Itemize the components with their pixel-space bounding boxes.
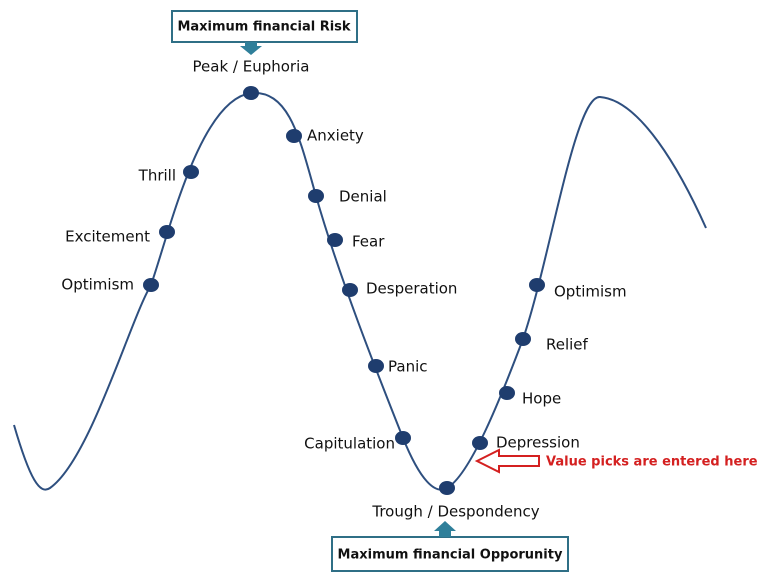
node-label: Depression	[496, 434, 580, 452]
down-arrow	[240, 42, 262, 55]
node-dot	[529, 278, 545, 292]
node-dot	[143, 278, 159, 292]
node-dot	[243, 86, 259, 100]
node-dot	[286, 129, 302, 143]
node-dot	[183, 165, 199, 179]
node-label: Excitement	[65, 228, 150, 246]
node-dot	[327, 233, 343, 247]
node-label: Thrill	[138, 167, 176, 185]
node-label: Desperation	[366, 280, 457, 298]
node-label: Anxiety	[307, 127, 364, 145]
node-label: Denial	[339, 188, 387, 206]
node-label: Fear	[352, 233, 385, 251]
node-dot	[439, 481, 455, 495]
up-arrow	[434, 521, 456, 537]
node-label: Relief	[546, 336, 589, 354]
bottom-box	[331, 536, 569, 572]
node-dot	[159, 225, 175, 239]
node-label: Panic	[388, 358, 428, 376]
node-label: Optimism	[61, 276, 134, 294]
node-label: Optimism	[554, 283, 627, 301]
node-label: Trough / Despondency	[371, 503, 539, 521]
node-dot	[515, 332, 531, 346]
top-box	[171, 10, 358, 43]
red-arrow	[474, 448, 540, 474]
node-dot	[368, 359, 384, 373]
bottom-box-label: Maximum financial Opporunity	[338, 548, 563, 563]
top-box-label: Maximum financial Risk	[177, 20, 350, 35]
node-dot	[395, 431, 411, 445]
node-label: Hope	[522, 390, 561, 408]
node-dot	[499, 386, 515, 400]
node-dot	[472, 436, 488, 450]
node-dot	[308, 189, 324, 203]
nodes: Peak / Euphoria Thrill Excitement Optimism A…	[61, 58, 626, 521]
annotation: Value picks are entered here	[546, 455, 758, 470]
cycle-curve	[13, 91, 707, 491]
node-label: Peak / Euphoria	[193, 58, 310, 76]
node-label: Capitulation	[304, 435, 395, 453]
node-dot	[342, 283, 358, 297]
